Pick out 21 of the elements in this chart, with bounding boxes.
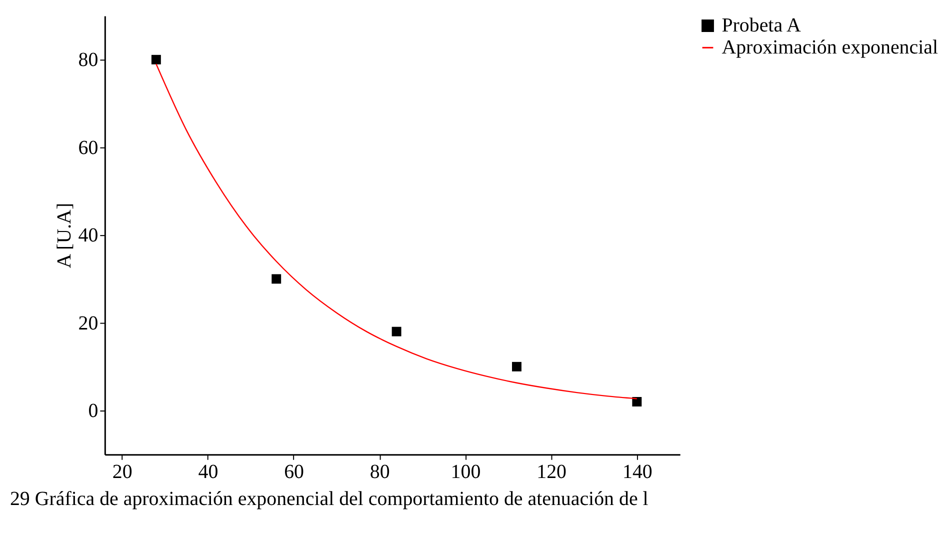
text: 29 Gráfica de aproximación exponencial del comportamiento de atenuación de l (10, 488, 649, 510)
x-tick-label: 20 (112, 460, 132, 483)
y-tick-label: 40 (78, 224, 98, 247)
x-tick-label: 40 (198, 460, 218, 483)
point (151, 54, 161, 64)
y-tick-label: 80 (78, 49, 98, 72)
point (392, 326, 402, 336)
point (272, 274, 282, 284)
y-axis-title: A [U.A] (53, 202, 76, 268)
x-tick-label: 60 (284, 460, 304, 483)
y-tick-label: 60 (78, 136, 98, 159)
legend-label: Aproximación exponencial (722, 36, 938, 59)
x-tick-label: 140 (622, 460, 652, 483)
point (512, 362, 522, 372)
x-tick-label: 80 (370, 460, 390, 483)
x-tick-label: 100 (450, 460, 481, 483)
x-tick-label: 120 (536, 460, 567, 483)
legend-label: Probeta A (722, 14, 802, 37)
point (632, 397, 642, 406)
y-tick-label: 0 (88, 400, 98, 422)
y-tick-label: 20 (78, 312, 98, 334)
